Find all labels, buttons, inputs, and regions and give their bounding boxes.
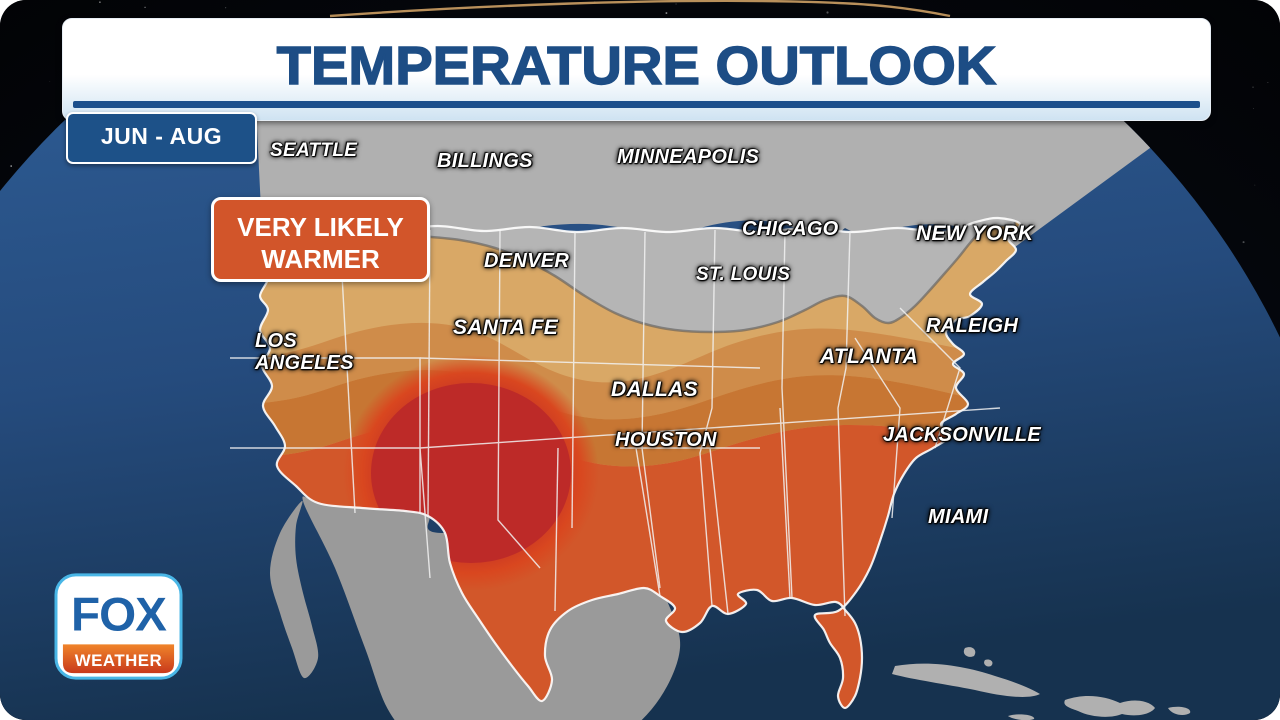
svg-text:FOX: FOX xyxy=(71,588,167,641)
svg-text:WEATHER: WEATHER xyxy=(75,651,162,670)
